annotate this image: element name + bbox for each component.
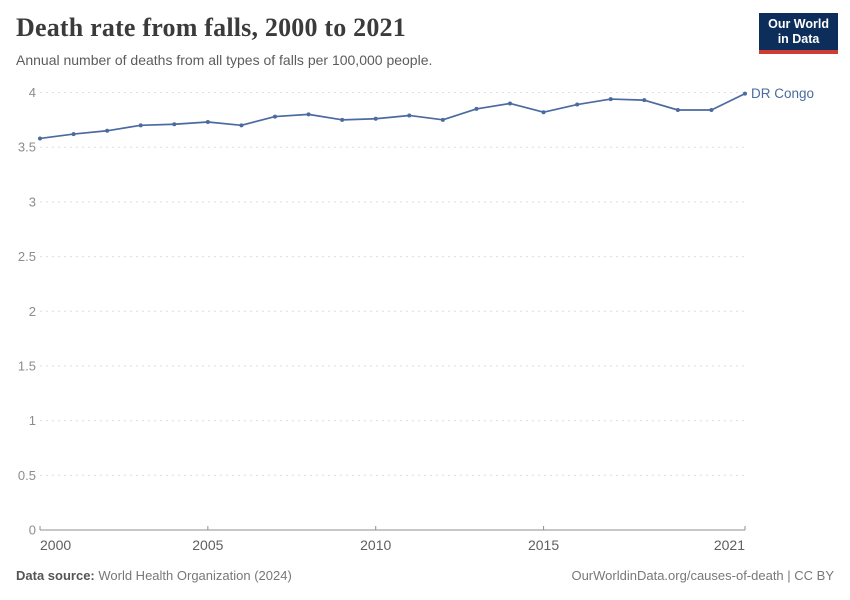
data-point[interactable] [642,98,647,103]
x-axis-tick-label: 2015 [528,537,559,553]
y-axis-tick-label: 2.5 [18,249,36,264]
y-axis-tick-label: 4 [29,85,36,100]
data-point[interactable] [440,117,445,122]
chart-title: Death rate from falls, 2000 to 2021 [16,13,406,42]
owid-logo-line2: in Data [777,32,820,46]
y-axis-tick-label: 0 [29,523,36,538]
data-point[interactable] [71,132,76,137]
data-point[interactable] [709,108,714,112]
x-axis-tick-label: 2010 [360,537,391,553]
data-source-note: Data source: World Health Organization (… [16,568,292,583]
chart-subtitle: Annual number of deaths from all types o… [16,52,433,68]
y-axis-tick-label: 3 [29,194,36,209]
y-axis-tick-label: 0.5 [18,468,36,483]
y-axis-tick-label: 3.5 [18,140,36,155]
y-axis-tick-label: 2 [29,304,36,319]
owid-logo-line1: Our World [768,17,829,31]
owid-logo[interactable]: Our World in Data [759,13,838,54]
y-axis-tick-label: 1 [29,413,36,428]
data-point[interactable] [306,112,311,117]
data-point[interactable] [105,128,110,133]
data-point[interactable] [575,102,580,107]
data-point[interactable] [138,123,143,128]
data-point[interactable] [675,108,680,112]
line-series-dr-congo [39,92,746,140]
x-axis-tick-label: 2021 [714,537,745,553]
x-axis-tick-label: 2005 [192,537,223,553]
chart-footer: Data source: World Health Organization (… [16,568,834,583]
data-point[interactable] [38,136,42,141]
data-point[interactable] [508,101,512,106]
data-source-label: Data source: [16,568,95,583]
x-axis-tick-label: 2000 [40,537,71,553]
data-point[interactable] [541,110,546,115]
series-end-label: DR Congo [751,86,814,101]
data-point[interactable] [205,120,210,125]
data-point[interactable] [340,117,345,122]
data-point[interactable] [407,113,412,118]
data-point[interactable] [608,97,613,102]
data-point[interactable] [239,123,244,128]
data-point[interactable] [172,122,177,127]
data-point[interactable] [273,114,277,119]
data-point[interactable] [373,116,378,121]
data-point[interactable] [743,91,747,96]
y-axis-tick-label: 1.5 [18,358,36,373]
data-point[interactable] [474,106,479,111]
data-source-value: World Health Organization (2024) [94,568,292,583]
attribution-link[interactable]: OurWorldinData.org/causes-of-death | CC … [571,568,834,583]
